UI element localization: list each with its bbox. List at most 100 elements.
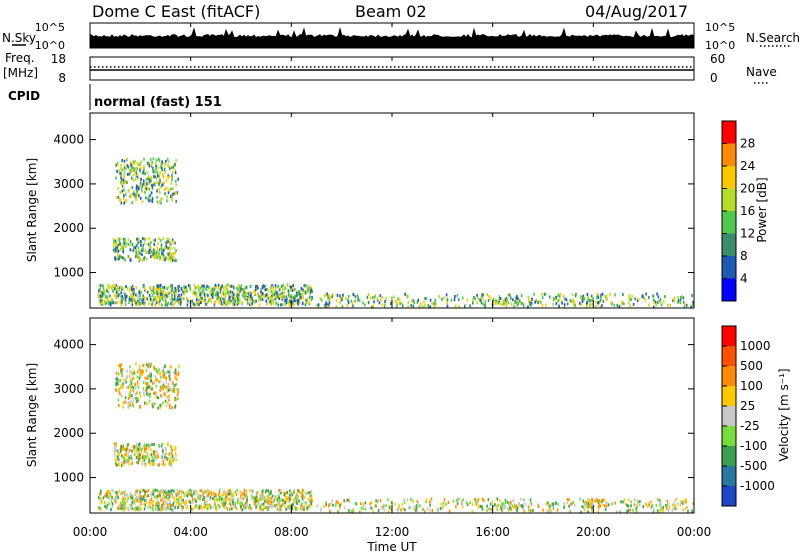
scatter-cell	[331, 293, 334, 297]
scatter-cell	[123, 378, 126, 382]
scatter-cell	[387, 510, 390, 514]
scatter-cell	[271, 494, 274, 498]
scatter-cell	[163, 168, 166, 172]
scatter-cell	[195, 302, 197, 306]
scatter-cell	[119, 254, 121, 258]
scatter-cell	[98, 289, 100, 293]
scatter-cell	[201, 284, 203, 288]
scatter-cell	[169, 456, 172, 460]
scatter-cell	[146, 182, 148, 186]
scatter-cell	[167, 384, 169, 388]
scatter-cell	[100, 299, 103, 303]
scatter-cell	[591, 498, 593, 502]
y-tick-label: 4000	[53, 133, 84, 147]
scatter-cell	[289, 299, 291, 303]
scatter-cell	[532, 509, 534, 512]
scatter-cell	[256, 496, 258, 500]
scatter-cell	[371, 305, 373, 309]
scatter-cell	[151, 186, 154, 190]
colorbar-tick-label: -1000	[740, 479, 775, 493]
scatter-cell	[471, 503, 474, 507]
scatter-cell	[559, 292, 562, 296]
scatter-cell	[226, 283, 228, 287]
scatter-cell	[152, 289, 155, 293]
scatter-cell	[171, 406, 174, 409]
scatter-cell	[426, 507, 429, 511]
scatter-cell	[347, 498, 349, 502]
scatter-cell	[132, 389, 135, 393]
scatter-cell	[368, 301, 370, 305]
scatter-cell	[162, 447, 164, 451]
scatter-cell	[266, 495, 269, 499]
scatter-cell	[172, 508, 175, 512]
scatter-cell	[219, 290, 222, 294]
scatter-cell	[580, 303, 582, 307]
scatter-cell	[150, 387, 152, 391]
scatter-cell	[146, 290, 149, 294]
scatter-cell	[142, 387, 145, 391]
scatter-cell	[404, 292, 406, 296]
colorbar-tick-label: 500	[740, 359, 763, 373]
scatter-cell	[272, 289, 275, 293]
scatter-cell	[412, 500, 414, 503]
scatter-cell	[172, 503, 174, 507]
scatter-cell	[495, 504, 498, 508]
scatter-cell	[212, 505, 215, 509]
scatter-cell	[165, 186, 168, 190]
scatter-cell	[223, 505, 226, 509]
scatter-cell	[311, 499, 313, 503]
scatter-cell	[116, 455, 119, 459]
scatter-cell	[293, 296, 295, 300]
scatter-cell	[146, 377, 149, 380]
scatter-cell	[158, 237, 160, 241]
scatter-cell	[610, 301, 612, 305]
scatter-cell	[648, 296, 650, 299]
scatter-cell	[136, 241, 139, 245]
scatter-cell	[530, 303, 533, 307]
scatter-cell	[174, 191, 177, 195]
scatter-cell	[163, 256, 165, 260]
scatter-cell	[169, 247, 172, 251]
scatter-cell	[155, 393, 158, 397]
scatter-cell	[270, 290, 272, 294]
scatter-cell	[667, 303, 669, 307]
scatter-cell	[105, 300, 107, 304]
scatter-cell	[153, 242, 156, 246]
scatter-cell	[229, 290, 232, 294]
scatter-cell	[160, 444, 163, 448]
scatter-cell	[115, 492, 118, 496]
scatter-cell	[166, 389, 169, 393]
scatter-cell	[466, 298, 469, 302]
scatter-cell	[116, 301, 119, 305]
scatter-cell	[132, 291, 135, 295]
scatter-cell	[380, 505, 383, 509]
scatter-cell	[159, 200, 161, 204]
scatter-cell	[226, 506, 228, 510]
scatter-cell	[147, 365, 149, 369]
scatter-cell	[362, 507, 364, 510]
scatter-cell	[152, 488, 155, 492]
scatter-cell	[513, 503, 516, 506]
scatter-cell	[596, 296, 598, 300]
scatter-cell	[434, 298, 436, 302]
scatter-cell	[552, 503, 554, 507]
scatter-cell	[156, 158, 158, 162]
scatter-cell	[307, 284, 310, 288]
scatter-cell	[163, 373, 166, 377]
scatter-cell	[142, 370, 144, 374]
scatter-cell	[443, 296, 445, 300]
scatter-cell	[104, 291, 106, 295]
scatter-cell	[623, 302, 625, 306]
scatter-cell	[300, 491, 302, 495]
scatter-cell	[217, 503, 220, 507]
scatter-cell	[486, 509, 488, 513]
scatter-cell	[609, 292, 611, 296]
scatter-cell	[112, 285, 115, 289]
scatter-cell	[225, 500, 228, 504]
scatter-cell	[139, 168, 141, 172]
scatter-cell	[285, 496, 288, 499]
scatter-cell	[196, 285, 198, 289]
scatter-cell	[151, 249, 154, 253]
scatter-cell	[120, 506, 122, 510]
scatter-cell	[138, 493, 141, 497]
